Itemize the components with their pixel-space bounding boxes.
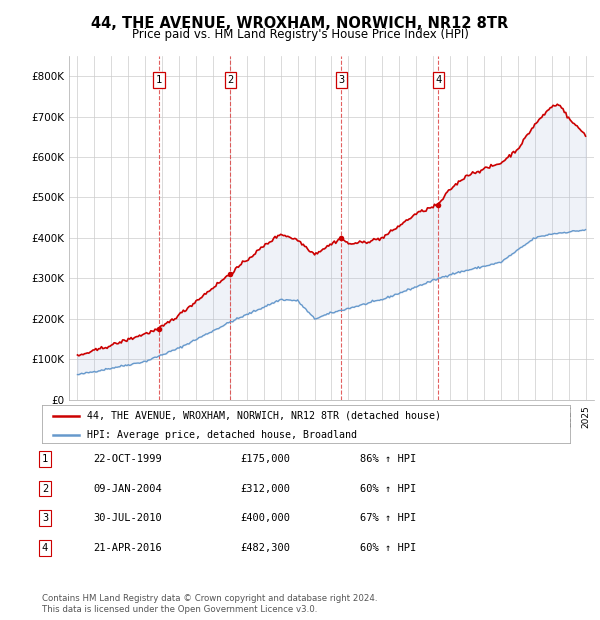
Text: 4: 4 <box>42 543 48 553</box>
Text: Contains HM Land Registry data © Crown copyright and database right 2024.
This d: Contains HM Land Registry data © Crown c… <box>42 595 377 614</box>
Text: 1: 1 <box>156 75 162 85</box>
Text: HPI: Average price, detached house, Broadland: HPI: Average price, detached house, Broa… <box>87 430 357 440</box>
Text: 44, THE AVENUE, WROXHAM, NORWICH, NR12 8TR: 44, THE AVENUE, WROXHAM, NORWICH, NR12 8… <box>91 16 509 30</box>
Text: Price paid vs. HM Land Registry's House Price Index (HPI): Price paid vs. HM Land Registry's House … <box>131 28 469 41</box>
Text: 21-APR-2016: 21-APR-2016 <box>93 543 162 553</box>
Text: 3: 3 <box>338 75 344 85</box>
Text: 09-JAN-2004: 09-JAN-2004 <box>93 484 162 494</box>
Text: 60% ↑ HPI: 60% ↑ HPI <box>360 484 416 494</box>
Text: 86% ↑ HPI: 86% ↑ HPI <box>360 454 416 464</box>
Text: 4: 4 <box>435 75 442 85</box>
Text: 22-OCT-1999: 22-OCT-1999 <box>93 454 162 464</box>
Text: 30-JUL-2010: 30-JUL-2010 <box>93 513 162 523</box>
Text: 3: 3 <box>42 513 48 523</box>
Text: £482,300: £482,300 <box>240 543 290 553</box>
Text: 67% ↑ HPI: 67% ↑ HPI <box>360 513 416 523</box>
Text: 1: 1 <box>42 454 48 464</box>
Text: £312,000: £312,000 <box>240 484 290 494</box>
Text: 2: 2 <box>42 484 48 494</box>
Text: 44, THE AVENUE, WROXHAM, NORWICH, NR12 8TR (detached house): 44, THE AVENUE, WROXHAM, NORWICH, NR12 8… <box>87 410 441 420</box>
Text: £175,000: £175,000 <box>240 454 290 464</box>
Text: 60% ↑ HPI: 60% ↑ HPI <box>360 543 416 553</box>
Text: 2: 2 <box>227 75 233 85</box>
Text: £400,000: £400,000 <box>240 513 290 523</box>
